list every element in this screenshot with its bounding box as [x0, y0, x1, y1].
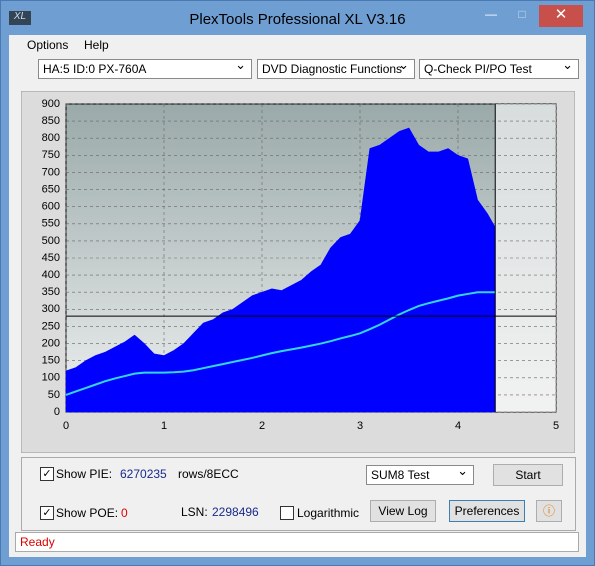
window-title: PlexTools Professional XL V3.16: [189, 11, 406, 28]
maximize[interactable]: □: [518, 7, 526, 21]
x-tick-label: 2: [259, 420, 265, 432]
minimize[interactable]: —: [485, 7, 497, 21]
test-select[interactable]: Q-Check PI/PO Test: [419, 58, 579, 79]
function-select[interactable]: DVD Diagnostic Functions: [257, 58, 415, 79]
logo: XL: [9, 11, 31, 25]
client: Options Help HA:5 ID:0 PX-760A DVD Diagn…: [9, 35, 586, 557]
x-tick-label: 5: [553, 420, 559, 432]
menu-item[interactable]: Options: [27, 38, 69, 52]
line: [65, 291, 496, 396]
label: Logarithmic: [297, 506, 360, 520]
label: Show POE:: [56, 506, 119, 520]
y-tick-label: 300: [42, 303, 60, 315]
y-tick-label: 700: [42, 166, 60, 178]
checkbox[interactable]: ✓: [40, 467, 54, 481]
x-tick-label: 4: [455, 420, 461, 432]
label: LSN:: [181, 505, 208, 519]
x-tick-label: 1: [161, 420, 167, 432]
y-tick-label: 50: [48, 389, 60, 401]
y-tick-label: 550: [42, 218, 60, 230]
preferences-button[interactable]: Preferences: [449, 500, 525, 522]
y-tick-label: 100: [42, 372, 60, 384]
y-tick-label: 750: [42, 149, 60, 161]
view-log-button[interactable]: View Log: [370, 500, 436, 522]
y-tick-label: 150: [42, 355, 60, 367]
y-tick-label: 600: [42, 201, 60, 213]
value: 0: [121, 506, 128, 520]
y-tick-label: 250: [42, 320, 60, 332]
checkbox[interactable]: ✓: [40, 506, 54, 520]
y-tick-label: 350: [42, 286, 60, 298]
y-tick-label: 900: [42, 98, 60, 110]
chart: 0501001502002503003504004505005506006507…: [21, 91, 575, 453]
checkbox[interactable]: [280, 506, 294, 520]
controls-panel: [21, 457, 576, 531]
area: [65, 127, 496, 413]
value: 2298496: [212, 505, 259, 519]
y-tick-label: 650: [42, 183, 60, 195]
y-tick-label: 800: [42, 132, 60, 144]
y-tick-label: 450: [42, 252, 60, 264]
menu-item[interactable]: Help: [84, 38, 109, 52]
x-tick-label: 0: [63, 420, 69, 432]
start-button[interactable]: Start: [493, 464, 563, 486]
y-tick-label: 400: [42, 269, 60, 281]
close[interactable]: ✕: [539, 5, 583, 27]
label: Show PIE:: [56, 467, 113, 481]
unit: rows/8ECC: [178, 467, 239, 481]
y-tick-label: 850: [42, 115, 60, 127]
y-tick-label: 200: [42, 337, 60, 349]
sum-select[interactable]: SUM8 Test: [366, 464, 474, 485]
y-tick-label: 0: [54, 406, 60, 418]
y-tick-label: 500: [42, 235, 60, 247]
value: 6270235: [120, 467, 167, 481]
device-select[interactable]: HA:5 ID:0 PX-760A: [38, 58, 252, 79]
x-tick-label: 3: [357, 420, 363, 432]
status-bar: Ready: [15, 532, 579, 552]
info-button[interactable]: ⓘ: [536, 500, 562, 522]
